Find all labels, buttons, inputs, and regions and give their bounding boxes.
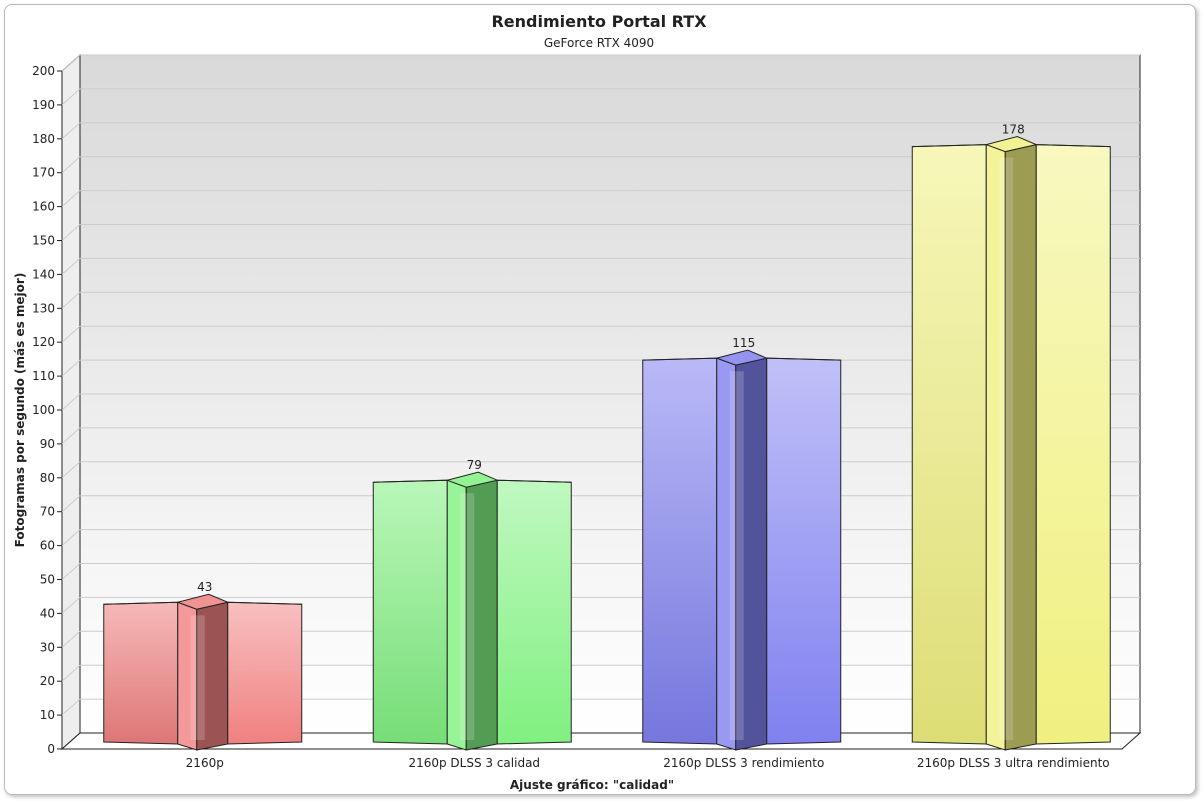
- gridline-wall: [61, 630, 81, 648]
- data-label: 79: [467, 458, 482, 472]
- y-tick-label: 20: [40, 674, 55, 688]
- y-tick-label: 130: [32, 301, 55, 315]
- bars: [103, 136, 1111, 751]
- gridline-wall: [61, 427, 81, 445]
- y-tick-label: 170: [32, 166, 55, 180]
- bar-right-face: [496, 479, 572, 745]
- gridline-wall: [61, 258, 81, 275]
- gridline-wall: [61, 54, 81, 72]
- y-tick-label: 50: [40, 573, 55, 587]
- y-axis-ticks: 0 10 20 30 40 50 60 70 80 90 100 110 120 130 140 150 160…: [32, 64, 62, 756]
- bar: [642, 349, 842, 751]
- y-tick-label: 110: [32, 369, 55, 383]
- y-tick-label: 150: [32, 234, 55, 248]
- bar-left-face: [642, 357, 718, 745]
- bar-top: [103, 593, 302, 610]
- gridline-wall: [61, 698, 81, 716]
- floor: [60, 732, 1142, 750]
- y-tick-label: 190: [32, 98, 55, 112]
- gridline-wall: [61, 224, 81, 241]
- y-tick-label: 100: [32, 403, 55, 417]
- bar: [911, 136, 1111, 751]
- bar-right-face: [1035, 144, 1111, 745]
- gridline-wall: [61, 291, 81, 309]
- gridline-wall: [61, 325, 81, 343]
- y-tick-label: 70: [40, 505, 55, 519]
- y-tick-label: 10: [40, 708, 55, 722]
- x-tick-label: 2160p DLSS 3 calidad: [408, 756, 540, 770]
- bar-right-face: [766, 357, 842, 745]
- x-axis-ticks: 2160p 2160p DLSS 3 calidad 2160p DLSS 3 re…: [186, 756, 1110, 770]
- gridline-wall: [61, 393, 81, 411]
- y-tick-label: 90: [40, 437, 55, 451]
- y-tick-label: 30: [40, 640, 55, 654]
- y-tick-label: 60: [40, 539, 55, 553]
- gridline-wall: [61, 563, 81, 580]
- gridline-wall: [61, 156, 81, 174]
- bar-left-face: [103, 601, 179, 745]
- chart-subtitle: GeForce RTX 4090: [544, 36, 654, 50]
- gridline-wall: [61, 359, 81, 377]
- y-axis-title: Fotogramas por segundo (más es mejor): [13, 273, 27, 548]
- bar-highlight: [190, 615, 205, 740]
- x-tick-label: 2160p: [186, 756, 224, 770]
- data-label: 115: [732, 336, 755, 350]
- data-label: 43: [197, 580, 212, 594]
- gridline-wall: [61, 664, 81, 682]
- x-tick-label: 2160p DLSS 3 rendimiento: [663, 756, 824, 770]
- gridline-wall: [61, 88, 81, 106]
- y-tick-label: 40: [40, 606, 55, 620]
- bar-right-face: [227, 601, 303, 745]
- chart-title: Rendimiento Portal RTX: [491, 12, 707, 31]
- bar-top: [373, 471, 572, 488]
- bar: [103, 593, 303, 751]
- data-labels: 43 79 115 178: [197, 123, 1025, 595]
- y-tick-label: 120: [32, 335, 55, 349]
- gridline-wall: [61, 495, 81, 513]
- data-label: 178: [1002, 123, 1025, 137]
- bar-left-face: [372, 479, 448, 745]
- bar-highlight: [460, 493, 475, 740]
- bar-highlight: [729, 371, 744, 740]
- y-tick-label: 80: [40, 471, 55, 485]
- gridline-wall: [61, 122, 81, 140]
- bar-left-face: [911, 144, 987, 745]
- bar-top: [642, 349, 841, 366]
- x-tick-label: 2160p DLSS 3 ultra rendimiento: [917, 756, 1110, 770]
- y-tick-label: 200: [32, 64, 55, 78]
- gridline-wall: [61, 190, 81, 207]
- x-axis-title: Ajuste gráfico: "calidad": [510, 778, 674, 792]
- gridline-wall: [61, 529, 81, 546]
- y-tick-label: 180: [32, 132, 55, 146]
- bar-highlight: [999, 157, 1014, 740]
- gridline-wall: [61, 461, 81, 479]
- gridline-wall: [61, 597, 81, 614]
- y-tick-label: 140: [32, 267, 55, 281]
- bar-top: [912, 136, 1111, 153]
- bar: [372, 471, 572, 751]
- y-tick-label: 0: [47, 742, 55, 756]
- y-tick-label: 160: [32, 200, 55, 214]
